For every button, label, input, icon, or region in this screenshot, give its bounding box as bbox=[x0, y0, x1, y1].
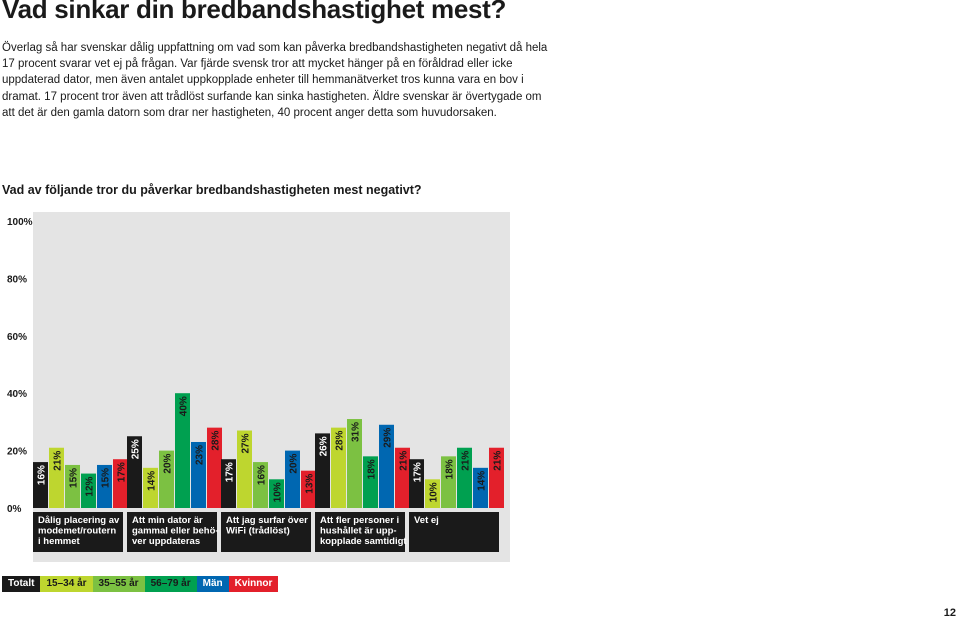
bar-value-label: 17% bbox=[117, 462, 128, 482]
bar-value-label: 15% bbox=[69, 468, 80, 488]
bar bbox=[49, 447, 64, 508]
bar-value-label: 28% bbox=[335, 431, 346, 451]
y-tick-label: 20% bbox=[7, 447, 27, 458]
y-tick-label: 80% bbox=[7, 274, 27, 285]
bar-value-label: 21% bbox=[461, 451, 472, 471]
chart-legend: Totalt 15–34 år 35–55 år 56–79 år Män Kvinnor bbox=[2, 576, 279, 592]
bar bbox=[285, 450, 300, 508]
category-label-box bbox=[33, 512, 123, 552]
bar-value-label: 14% bbox=[477, 471, 488, 491]
bar bbox=[379, 424, 394, 508]
bar bbox=[301, 470, 316, 508]
bar-value-label: 20% bbox=[163, 453, 174, 473]
category-label: Att min dator är gammal eller behö-ver up… bbox=[132, 515, 219, 547]
bar-value-label: 21% bbox=[399, 451, 410, 471]
bar-value-label: 21% bbox=[53, 451, 64, 471]
category-label: Vet ej bbox=[414, 515, 439, 526]
bar-value-label: 20% bbox=[289, 453, 300, 473]
bar bbox=[97, 464, 112, 508]
bar bbox=[143, 467, 158, 508]
y-tick-label: 100% bbox=[7, 217, 33, 228]
bar-value-label: 17% bbox=[413, 462, 424, 482]
bar-value-label: 17% bbox=[225, 462, 236, 482]
page-title: Vad sinkar din bredbandshastighet mest? bbox=[2, 0, 507, 24]
legend-item: Män bbox=[196, 576, 229, 592]
bar-value-label: 26% bbox=[319, 436, 330, 456]
bar-value-label: 31% bbox=[351, 422, 362, 442]
category-label-box bbox=[221, 512, 311, 552]
bar bbox=[81, 473, 96, 508]
bar bbox=[207, 427, 222, 508]
y-tick-label: 0% bbox=[7, 504, 22, 515]
bar-value-label: 40% bbox=[179, 396, 190, 416]
bar bbox=[441, 456, 456, 508]
bar-value-label: 13% bbox=[305, 474, 316, 494]
bar bbox=[409, 459, 424, 508]
chart-question: Vad av följande tror du påverkar bredban… bbox=[2, 183, 422, 197]
bar bbox=[331, 427, 346, 508]
bar bbox=[457, 447, 472, 508]
bar bbox=[315, 433, 330, 508]
bar-value-label: 29% bbox=[383, 428, 394, 448]
bar-value-label: 16% bbox=[257, 465, 268, 485]
legend-item: 35–55 år bbox=[92, 576, 145, 592]
bar bbox=[159, 450, 174, 508]
category-label: Att fler personer i hushållet är upp-kopp… bbox=[320, 515, 407, 547]
bar-value-label: 10% bbox=[429, 482, 440, 502]
bar-value-label: 18% bbox=[445, 459, 456, 479]
bar-value-label: 15% bbox=[101, 468, 112, 488]
bar bbox=[65, 464, 80, 508]
bar-value-label: 18% bbox=[367, 459, 378, 479]
y-tick-label: 40% bbox=[7, 389, 27, 400]
bar bbox=[395, 447, 410, 508]
bar-value-label: 14% bbox=[147, 471, 158, 491]
bar bbox=[237, 430, 252, 508]
bar-value-label: 27% bbox=[241, 433, 252, 453]
bar bbox=[473, 467, 488, 508]
legend-item: 15–34 år bbox=[40, 576, 93, 592]
bar bbox=[127, 436, 142, 508]
bar-value-label: 25% bbox=[131, 439, 142, 459]
bar-value-label: 12% bbox=[85, 476, 96, 496]
bar bbox=[113, 459, 128, 508]
bar bbox=[425, 479, 440, 508]
category-label-box bbox=[409, 512, 499, 552]
bar-value-label: 16% bbox=[37, 465, 48, 485]
category-label-box bbox=[127, 512, 217, 552]
category-label: Att jag surfar över WiFi (trådlöst) bbox=[226, 515, 308, 537]
plot-background bbox=[33, 212, 510, 562]
intro-paragraph: Överlag så har svenskar dålig uppfattnin… bbox=[2, 42, 548, 119]
page-number: 12 bbox=[943, 607, 956, 619]
bar bbox=[191, 441, 206, 508]
bar bbox=[269, 479, 284, 508]
bar bbox=[489, 447, 504, 508]
bar-value-label: 10% bbox=[273, 482, 284, 502]
y-tick-label: 60% bbox=[7, 332, 27, 343]
legend-item: 56–79 år bbox=[144, 576, 197, 592]
legend-item: Totalt bbox=[2, 576, 41, 592]
bar bbox=[347, 419, 362, 508]
bar-value-label: 28% bbox=[211, 431, 222, 451]
bar-value-label: 23% bbox=[195, 445, 206, 465]
bar bbox=[175, 393, 190, 508]
bar-chart: 100% 80% 60% 40% 20% 0% 16% 21% 15% 12% 15% 17% Dåli… bbox=[7, 212, 510, 562]
legend-item: Kvinnor bbox=[228, 576, 279, 592]
category-label: Dålig placering av modemet/routern i hemme… bbox=[38, 515, 120, 547]
category-label-box bbox=[315, 512, 405, 552]
bar bbox=[221, 459, 236, 508]
bar bbox=[363, 456, 378, 508]
bar bbox=[33, 462, 48, 508]
bar bbox=[253, 462, 268, 508]
bar-value-label: 21% bbox=[493, 451, 504, 471]
